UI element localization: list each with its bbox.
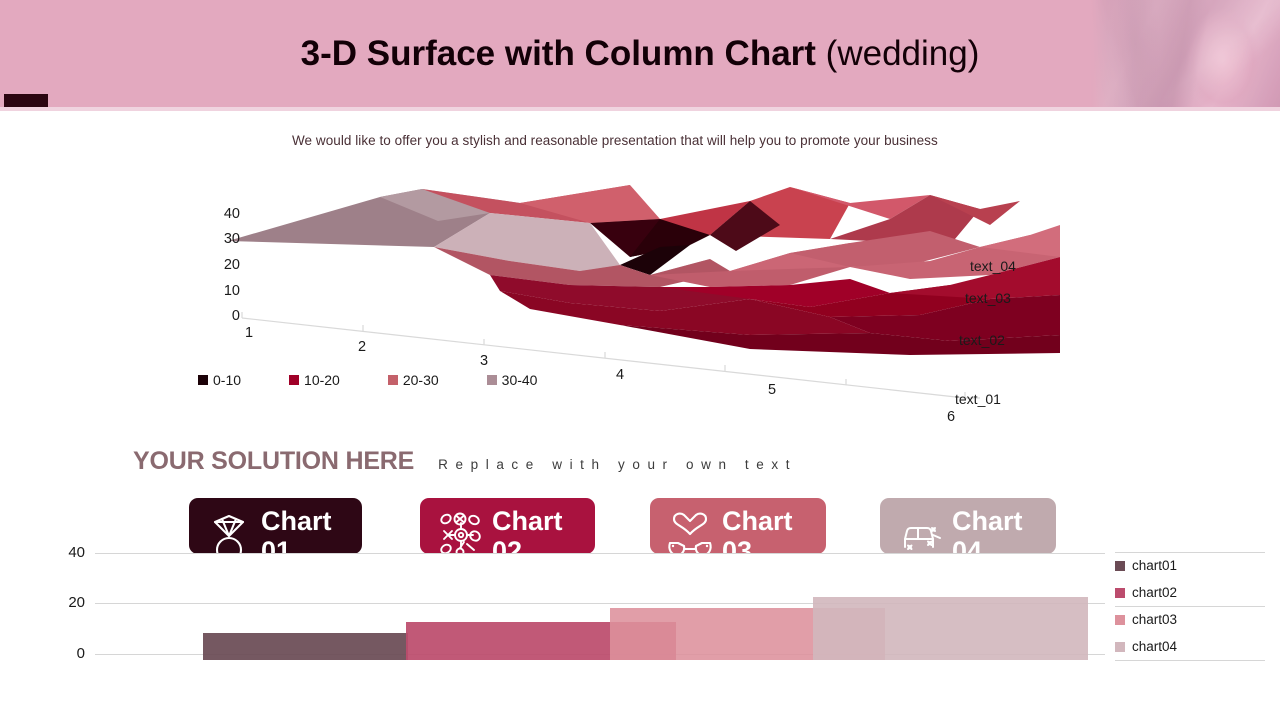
legend-label: chart02 xyxy=(1132,585,1178,600)
legend-divider xyxy=(1115,552,1265,553)
surface-chart: 40 30 20 10 0 1 2 3 4 5 6 text_04 text_0… xyxy=(190,175,1070,435)
surface-series-label-text-04: text_04 xyxy=(970,258,1016,274)
legend-item-0-10: 0-10 xyxy=(198,372,241,388)
surface-series-label-text-03: text_03 xyxy=(965,290,1011,306)
diamond-ring-icon xyxy=(203,509,255,561)
surface-mesh xyxy=(228,185,1060,355)
legend-item-30-40: 30-40 xyxy=(486,372,538,388)
legend-swatch-icon xyxy=(387,375,398,385)
legend-label: 20-30 xyxy=(402,372,439,388)
surface-x-tick: 4 xyxy=(616,367,625,383)
surface-x-tick: 2 xyxy=(358,339,367,355)
legend-item-20-30: 20-30 xyxy=(387,372,439,388)
legend-swatch-icon xyxy=(1115,641,1125,652)
header-underline xyxy=(0,107,1280,111)
gridline-20 xyxy=(95,603,1105,604)
surface-y-tick: 20 xyxy=(223,257,240,273)
legend-divider xyxy=(1115,606,1265,607)
surface-axis-lines xyxy=(241,312,980,399)
legend-item-chart01: chart01 xyxy=(1115,552,1265,579)
legend-label: 30-40 xyxy=(501,372,538,388)
page-title: 3-D Surface with Column Chart (wedding) xyxy=(0,28,1280,80)
surface-y-tick: 40 xyxy=(223,206,240,222)
chart-card-02-label: Chart 02 xyxy=(492,506,563,566)
column-bar-chart01[interactable] xyxy=(203,633,408,660)
legend-item-10-20: 10-20 xyxy=(289,372,340,388)
legend-swatch-icon xyxy=(289,375,300,385)
chart-card-01[interactable]: Chart 01 xyxy=(189,498,362,566)
column-chart: 40 20 0 xyxy=(0,540,1280,675)
solution-title: YOUR SOLUTION HERE xyxy=(133,447,415,475)
legend-swatch-icon xyxy=(1115,614,1125,625)
legend-label: chart01 xyxy=(1132,558,1178,573)
column-bar-chart04[interactable] xyxy=(813,597,1088,660)
chart-card-04-label: Chart 04 xyxy=(952,506,1023,566)
flower-bouquet-icon xyxy=(434,509,486,561)
surface-chart-plot xyxy=(228,185,1060,399)
header-banner xyxy=(0,0,1280,110)
legend-swatch-icon xyxy=(1115,560,1125,571)
legend-label: chart04 xyxy=(1132,639,1178,654)
legend-item-chart02: chart02 xyxy=(1115,579,1265,606)
legend-label: 0-10 xyxy=(213,372,242,388)
column-chart-plot xyxy=(95,540,1105,660)
page-title-main: 3-D Surface with Column Chart xyxy=(300,34,826,73)
legend-label: chart03 xyxy=(1132,612,1178,627)
wedding-photo-decoration xyxy=(1090,0,1280,110)
subtitle-text: We would like to offer you a stylish and… xyxy=(292,133,938,148)
surface-x-tick: 3 xyxy=(480,353,489,369)
surface-x-tick: 6 xyxy=(947,409,956,425)
column-chart-legend: chart01 chart02 chart03 chart04 xyxy=(1115,552,1265,661)
legend-divider xyxy=(1115,660,1265,661)
page-title-suffix: (wedding) xyxy=(825,34,980,73)
surface-series-label-text-01: text_01 xyxy=(955,391,1001,407)
surface-x-tick: 1 xyxy=(245,325,254,341)
column-y-tick: 20 xyxy=(68,594,85,611)
solution-heading-row: YOUR SOLUTION HERE Replace with your own… xyxy=(133,447,797,476)
wedding-car-icon xyxy=(894,509,946,561)
legend-swatch-icon xyxy=(198,375,208,385)
surface-x-tick: 5 xyxy=(768,382,777,398)
legend-swatch-icon xyxy=(486,375,497,385)
column-y-tick: 40 xyxy=(68,544,85,561)
surface-series-label-text-02: text_02 xyxy=(959,332,1005,348)
solution-subtitle: Replace with your own text xyxy=(438,457,798,472)
chart-card-03[interactable]: Chart 03 xyxy=(650,498,826,566)
chart-card-01-label: Chart 01 xyxy=(261,506,332,566)
chart-card-02[interactable]: Chart 02 xyxy=(420,498,595,566)
surface-y-tick: 0 xyxy=(231,308,240,324)
surface-chart-legend: 0-10 10-20 20-30 30-40 xyxy=(198,372,585,388)
legend-swatch-icon xyxy=(1115,587,1125,598)
surface-y-tick: 10 xyxy=(223,283,240,299)
header-accent-tab xyxy=(4,94,48,107)
chart-card-04[interactable]: Chart 04 xyxy=(880,498,1056,566)
surface-y-tick: 30 xyxy=(223,231,240,247)
legend-item-chart03: chart03 xyxy=(1115,606,1265,633)
legend-item-chart04: chart04 xyxy=(1115,633,1265,660)
column-y-tick: 0 xyxy=(76,645,85,662)
chart-card-03-label: Chart 03 xyxy=(722,506,793,566)
legend-label: 10-20 xyxy=(304,372,340,388)
gridline-40 xyxy=(95,553,1105,554)
heart-doves-icon xyxy=(664,509,716,561)
